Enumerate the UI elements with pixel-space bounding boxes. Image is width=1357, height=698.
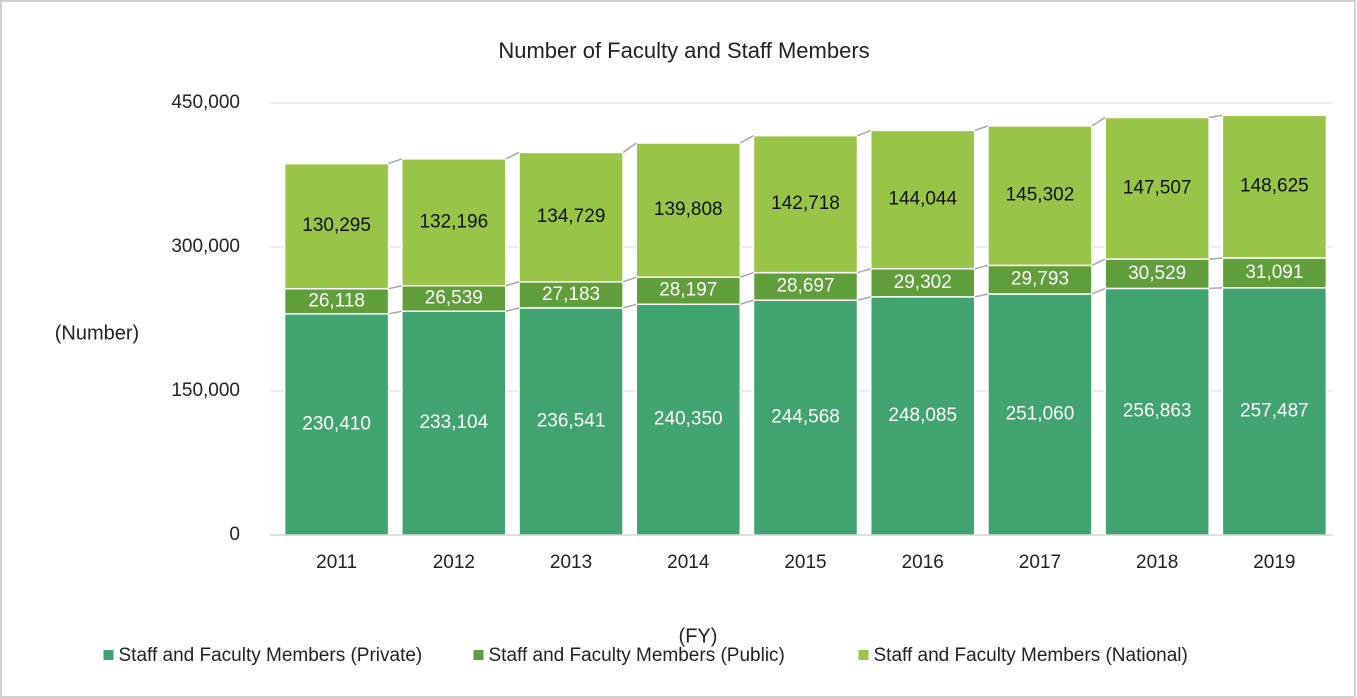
series-line [1209,287,1223,290]
legend-label: Staff and Faculty Members (National) [874,645,1188,666]
data-label: 130,295 [302,215,371,236]
data-label: 27,183 [542,284,600,305]
bar-segment [518,281,624,309]
data-label: 30,529 [1128,263,1186,284]
x-tick-label: 2017 [1019,552,1061,573]
bar-segment [1104,258,1210,290]
series-line [388,310,402,315]
series-line [974,125,989,132]
bar-segment [1221,114,1328,259]
series-line [1209,257,1223,260]
series-line [622,303,637,309]
bar-segment [635,142,742,278]
data-label: 26,539 [425,287,483,308]
bar-segment [1104,287,1210,536]
data-label: 148,625 [1240,176,1309,197]
x-tick-label: 2012 [433,552,475,573]
series-line [388,158,403,165]
bar-segment [752,134,859,274]
series-line [1209,114,1223,119]
series-line [857,267,871,274]
bar-segment [401,310,507,536]
series-line [857,129,871,137]
bar-segment [283,287,390,315]
series-line [974,293,989,298]
y-tick-label: 450,000 [171,92,240,113]
legend-swatch [103,650,114,660]
data-label: 31,091 [1245,262,1303,283]
bar-segment [869,129,976,270]
bar-segment [518,307,624,536]
legend-label: Staff and Faculty Members (Private) [119,645,423,666]
data-label: 139,808 [654,199,723,220]
data-label: 132,196 [419,211,488,232]
bar-segment [635,303,742,536]
series-line [388,285,402,290]
series-line [740,271,754,278]
x-axis-label: (FY) [679,625,718,647]
data-label: 29,302 [894,272,952,293]
series-line [1091,287,1106,295]
data-label: 256,863 [1123,401,1192,422]
data-label: 28,197 [659,280,717,301]
x-tick-label: 2016 [902,552,944,573]
data-label: 251,060 [1006,404,1075,425]
data-label: 240,350 [654,409,723,430]
bar-segment [752,299,859,536]
x-tick-label: 2013 [550,552,592,573]
series-line [622,276,637,283]
bar-segment [283,162,390,290]
series-line [505,307,520,312]
bar-segment [1104,116,1210,260]
x-tick-label: 2019 [1253,552,1295,573]
bar-segment [987,125,1093,267]
series-line [1091,258,1106,267]
chart-title: Number of Faculty and Staff Members [498,38,869,63]
data-label: 248,085 [888,405,957,426]
data-label: 26,118 [308,290,365,311]
data-label: 28,697 [776,275,834,296]
bar-segment [752,271,859,301]
data-label: 147,507 [1123,177,1192,198]
x-tick-label: 2018 [1136,552,1178,573]
bar-segment [401,158,507,287]
x-tick-label: 2011 [316,552,357,573]
data-label: 236,541 [537,410,606,431]
x-tick-label: 2014 [667,552,710,573]
data-label: 230,410 [302,413,371,434]
series-line [622,142,637,154]
series-line [857,296,871,301]
y-tick-label: 0 [229,524,240,545]
legend-swatch [473,650,484,660]
series-line [739,135,754,144]
series-line [974,264,989,270]
bar-segment [869,296,976,536]
data-label: 244,568 [771,407,840,428]
bar-segment [869,267,976,298]
data-label: 233,104 [419,412,488,433]
data-label: 257,487 [1240,400,1309,421]
bar-segment [518,151,624,283]
series-line [505,151,520,160]
legend-swatch [858,650,869,660]
data-label: 142,718 [771,193,840,214]
data-label: 29,793 [1011,269,1069,290]
data-label: 134,729 [537,206,606,227]
y-axis-label: (Number) [55,322,139,344]
x-tick-label: 2015 [784,552,826,573]
data-label: 145,302 [1006,185,1075,206]
bar-segment [987,293,1093,536]
y-tick-label: 150,000 [171,380,240,401]
legend-label: Staff and Faculty Members (Public) [489,645,785,666]
series-line [505,281,520,287]
bar-segment [1221,257,1328,289]
series-line [740,299,754,305]
series-line [1091,116,1106,127]
y-tick-label: 300,000 [171,236,240,257]
data-label: 144,044 [888,189,957,210]
